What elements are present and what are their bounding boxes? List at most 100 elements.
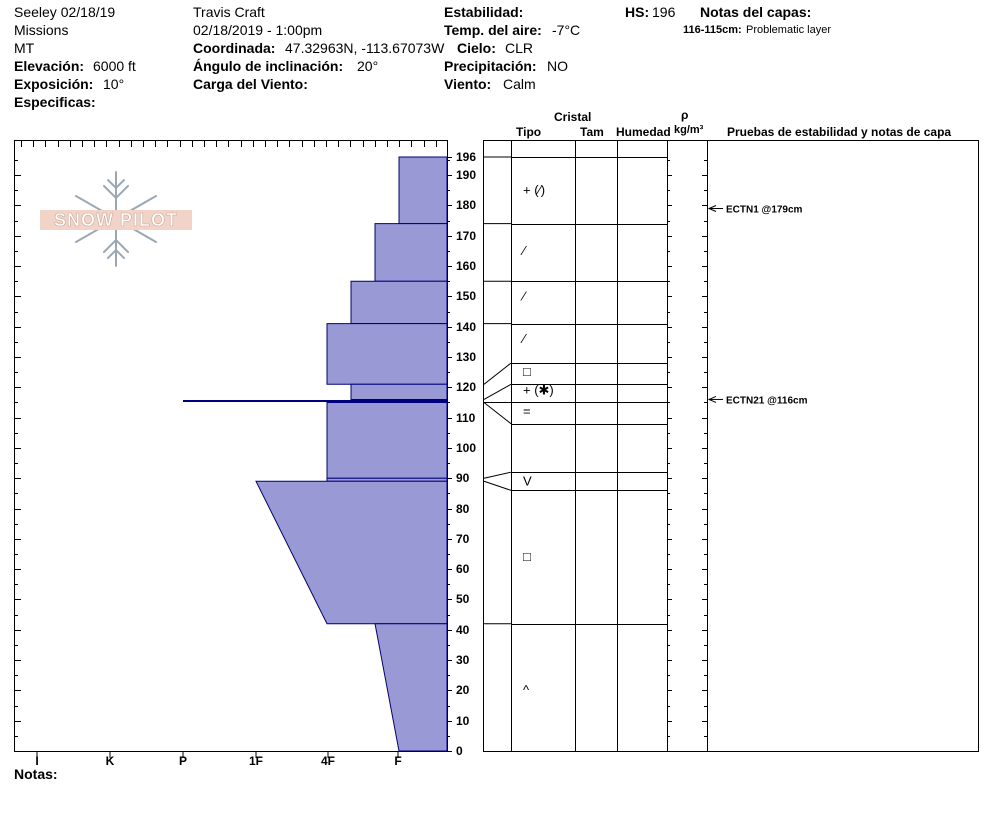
hardness-profile xyxy=(183,156,448,752)
crystal-type-symbol: ⁄ xyxy=(520,331,527,346)
hardness-axis-labels: I K P 1F 4F F xyxy=(35,752,402,768)
layer-table-columns xyxy=(511,140,708,752)
depth-axis-label: 30 xyxy=(456,653,470,667)
hardness-axis-label: F xyxy=(394,754,401,768)
layer-note-text: Problematic layer xyxy=(746,24,831,36)
snow-height-value: 196 xyxy=(652,4,676,20)
depth-axis-label: 110 xyxy=(456,411,476,425)
aspect-label: Exposición: xyxy=(14,76,94,92)
hardness-layer xyxy=(374,223,448,282)
depth-axis-label: 80 xyxy=(456,502,470,516)
depth-axis-label: 120 xyxy=(456,380,476,394)
layer-note-range: 116-115cm: xyxy=(683,24,742,36)
crystal-type-symbol: ^ xyxy=(523,682,530,697)
wind-value: Calm xyxy=(503,76,536,92)
depth-axis-label: 100 xyxy=(456,441,476,455)
range-line: Missions xyxy=(14,22,69,38)
depth-axis-label: 40 xyxy=(456,623,470,637)
snowpilot-logo: SNOW PILOT xyxy=(40,171,192,267)
test-arrow-icon xyxy=(707,205,717,212)
hardness-axis-label: P xyxy=(179,754,187,768)
layer-rows: + (⁄) ⁄ ⁄ ⁄ □ + (✱) = V □ ^ xyxy=(483,156,667,697)
depth-axis-label: 70 xyxy=(456,532,470,546)
coordinate-label: Coordinada: xyxy=(193,40,276,56)
crystal-type-symbol: = xyxy=(523,404,531,419)
precipitation-value: NO xyxy=(547,58,568,74)
hardness-layer xyxy=(255,480,448,625)
slope-label: Ángulo de inclinación: xyxy=(193,58,344,74)
wind-load-label: Carga del Viento: xyxy=(193,76,308,92)
density-column-ticks xyxy=(667,160,707,752)
elevation-label: Elevación: xyxy=(14,58,85,74)
precipitation-label: Precipitación: xyxy=(444,58,537,74)
left-depth-ticks xyxy=(15,160,21,752)
density-unit: kg/m³ xyxy=(674,124,704,136)
stability-tests: ECTN1 @179cm ECTN21 @116cm xyxy=(707,205,808,406)
hardness-layer xyxy=(374,623,448,752)
crystal-type-symbol: V xyxy=(523,473,532,488)
depth-axis-label: 190 xyxy=(456,168,476,182)
hardness-axis-label: 1F xyxy=(249,754,263,768)
layer-table-frame xyxy=(483,140,979,752)
crystal-type-symbol: ⁄ xyxy=(520,288,527,303)
crystal-type-symbol: □ xyxy=(523,364,531,379)
hardness-layer xyxy=(326,323,448,385)
depth-axis-label: 90 xyxy=(456,471,470,485)
slope-value: 20° xyxy=(357,58,379,74)
layer-connector xyxy=(483,402,512,425)
depth-axis: 0 10 20 30 40 50 60 70 80 90 100 110 120 130 140 150 160… xyxy=(447,150,476,758)
stability-label: Estabilidad: xyxy=(444,4,524,20)
logo-band xyxy=(40,210,192,230)
test-arrow-icon xyxy=(707,395,717,403)
crystal-type-symbol: ⁄ xyxy=(520,243,527,258)
layer-connector xyxy=(483,383,512,400)
layer-connector xyxy=(483,480,512,491)
tests-header: Pruebas de estabilidad y notas de capa xyxy=(727,125,952,139)
hardness-axis-label: K xyxy=(106,754,115,768)
location-line: Seeley 02/18/19 xyxy=(14,4,116,20)
test-label: ECTN21 @116cm xyxy=(726,395,808,406)
depth-axis-label: 180 xyxy=(456,198,476,212)
hardness-axis-label: I xyxy=(35,754,38,768)
depth-axis-label: 60 xyxy=(456,562,470,576)
type-header: Tipo xyxy=(516,125,542,139)
depth-axis-label: 170 xyxy=(456,229,476,243)
coordinate-value: 47.32963N, -113.67073W xyxy=(285,40,445,56)
observation-datetime: 02/18/2019 - 1:00pm xyxy=(193,22,323,38)
layer-connector xyxy=(483,471,512,479)
test-label: ECTN1 @179cm xyxy=(726,205,803,216)
air-temp-value: -7°C xyxy=(552,22,581,38)
density-symbol: ρ xyxy=(681,108,689,122)
notes-label: Notas: xyxy=(14,766,58,782)
depth-axis-label: 10 xyxy=(456,714,470,728)
hardness-top-ticks xyxy=(21,141,437,147)
layer-connector xyxy=(483,362,512,385)
sky-label: Cielo: xyxy=(457,40,496,56)
depth-axis-label: 0 xyxy=(456,744,463,758)
moisture-header: Humedad xyxy=(616,125,671,139)
depth-axis-label: 150 xyxy=(456,289,476,303)
sky-value: CLR xyxy=(505,40,534,56)
crystal-type-symbol: □ xyxy=(523,549,531,564)
crystal-type-symbol: + (⁄) xyxy=(523,182,545,197)
hardness-layer xyxy=(350,280,448,325)
hardness-layer xyxy=(398,156,448,225)
depth-axis-label: 196 xyxy=(456,150,476,164)
size-header: Tam xyxy=(580,125,604,139)
wind-label: Viento: xyxy=(444,76,492,92)
observer-name: Travis Craft xyxy=(193,4,265,20)
depth-axis-label: 20 xyxy=(456,683,470,697)
hardness-layer xyxy=(350,383,448,400)
depth-axis-label: 160 xyxy=(456,259,476,273)
depth-axis-label: 130 xyxy=(456,350,476,364)
crystal-type-symbol: + (✱) xyxy=(523,382,554,397)
depth-axis-label: 50 xyxy=(456,592,470,606)
layer-notes-label: Notas del capas: xyxy=(700,4,812,20)
crystal-header: Cristal xyxy=(554,110,592,124)
state-line: MT xyxy=(14,40,35,56)
depth-axis-label: 140 xyxy=(456,320,476,334)
specifics-label: Especificas: xyxy=(14,94,96,110)
hardness-axis-label: 4F xyxy=(321,754,335,768)
snow-height-label: HS: xyxy=(625,4,650,20)
